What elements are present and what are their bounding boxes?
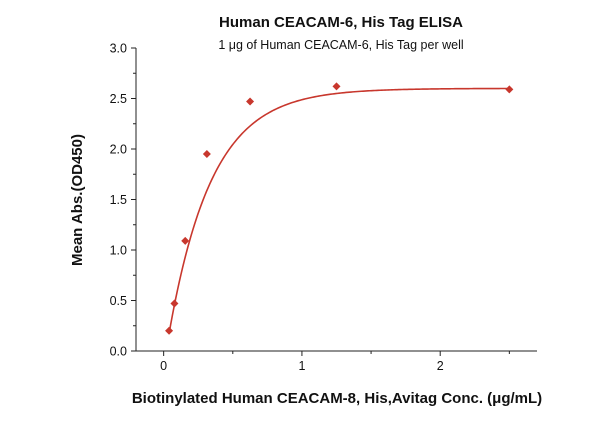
y-tick-label: 2.5	[110, 92, 127, 106]
chart-subtitle: 1 μg of Human CEACAM-6, His Tag per well	[218, 38, 463, 52]
y-axis-label: Mean Abs.(OD450)	[69, 134, 86, 266]
chart-title: Human CEACAM-6, His Tag ELISA	[219, 14, 463, 31]
x-tick-label: 0	[160, 359, 167, 373]
y-tick-label: 0.0	[110, 345, 127, 359]
y-tick-label: 1.0	[110, 244, 127, 258]
y-ticks: 0.0 0.5 1.0 1.5 2.0 2.5 3.0	[110, 42, 136, 359]
y-tick-label: 1.5	[110, 193, 127, 207]
y-tick-label: 3.0	[110, 42, 127, 56]
fit-curve	[168, 87, 510, 334]
data-point	[181, 236, 190, 245]
x-tick-label: 1	[298, 359, 305, 373]
y-tick-label: 2.0	[110, 143, 127, 157]
series-layer	[165, 82, 514, 335]
data-point	[170, 299, 179, 308]
x-axis-label: Biotinylated Human CEACAM-8, His,Avitag …	[132, 390, 542, 407]
data-point	[246, 97, 255, 106]
data-point	[202, 150, 211, 159]
x-tick-label: 2	[437, 359, 444, 373]
data-point	[165, 326, 174, 335]
data-point	[505, 85, 514, 94]
x-ticks: 0 1 2	[160, 351, 510, 373]
y-tick-label: 0.5	[110, 294, 127, 308]
data-point	[332, 82, 341, 91]
